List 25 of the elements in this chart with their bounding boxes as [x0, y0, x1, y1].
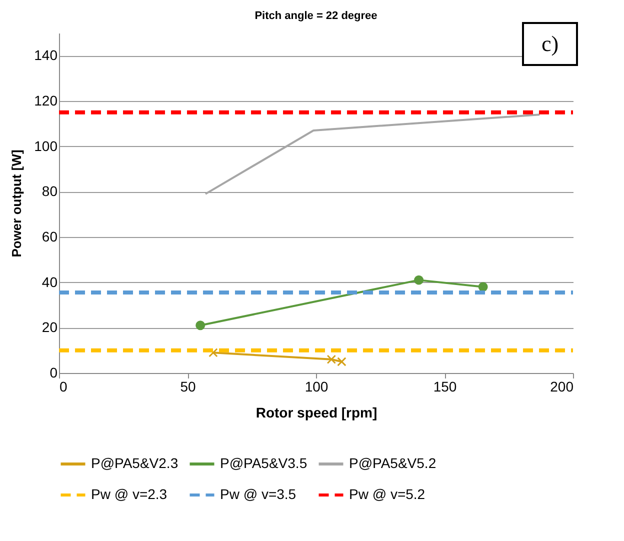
legend-label: Pw @ v=3.5	[220, 486, 296, 502]
y-tick-label: 100	[34, 138, 58, 154]
y-tick-label: 0	[50, 364, 58, 380]
legend-label: Pw @ v=5.2	[349, 486, 426, 502]
y-axis-title: Power output [W]	[9, 150, 24, 258]
y-tick-label: 80	[42, 183, 58, 200]
chart-title: Pitch angle = 22 degree	[254, 10, 378, 22]
point	[414, 275, 424, 285]
y-tick-label: 20	[42, 319, 58, 336]
y-tick-label: 60	[42, 228, 58, 244]
x-tick-label: 200	[550, 378, 574, 394]
legend-label: P@PA5&V3.5	[220, 455, 308, 471]
x-tick-label: 50	[180, 378, 196, 394]
legend-label: Pw @ v=2.3	[91, 486, 168, 502]
legend-label: P@PA5&V2.3	[91, 455, 178, 471]
y-tick-label: 120	[34, 92, 58, 108]
x-axis-title: Rotor speed [rpm]	[256, 404, 378, 420]
point	[196, 320, 206, 330]
label-box: c)	[522, 22, 578, 66]
x-tick-label: 150	[433, 378, 457, 394]
point	[478, 282, 488, 292]
legend-label: P@PA5&V5.2	[349, 455, 436, 471]
y-tick-label: 40	[42, 274, 58, 290]
x-tick-label: 100	[304, 378, 328, 394]
y-tick-label: 140	[34, 47, 58, 64]
